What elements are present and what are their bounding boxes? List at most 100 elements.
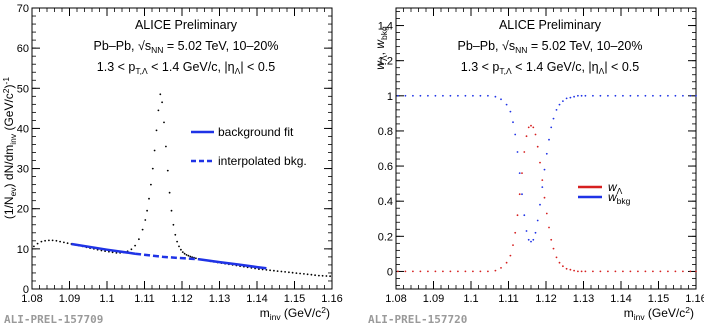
w-bkg-point <box>419 94 422 97</box>
w-bkg-point <box>523 214 526 217</box>
w-bkg-point <box>412 94 414 97</box>
w-bkg-point <box>545 152 548 155</box>
w-bkg-point <box>449 94 452 97</box>
w-lambda-point <box>518 193 521 196</box>
w-lambda-point <box>534 133 537 136</box>
right-y-axis-title: wΛ, wbkg <box>373 26 389 70</box>
w-lambda-point <box>449 270 452 273</box>
right-y-tick-label: 1 <box>387 91 393 103</box>
w-bkg-point <box>562 100 564 102</box>
left-data-point <box>63 241 65 244</box>
w-lambda-point <box>607 270 609 273</box>
left-y-tick-label: 40 <box>17 123 29 135</box>
w-bkg-point <box>487 94 489 97</box>
left-data-point <box>36 242 39 245</box>
left-data-point <box>166 169 169 172</box>
left-y-axis-title: (1/Nev) dN/dminv (GeV/c2)-1 <box>1 77 18 219</box>
w-lambda-point <box>682 270 684 273</box>
w-bkg-point <box>516 151 519 153</box>
w-lambda-point <box>659 270 662 273</box>
w-lambda-point <box>457 270 459 273</box>
w-lambda-point <box>573 269 575 272</box>
w-bkg-point <box>509 110 512 113</box>
w-lambda-point <box>442 270 444 273</box>
left-interpolated-bkg-line <box>134 252 199 261</box>
left-data-point <box>195 257 197 260</box>
w-lambda-point <box>552 247 555 250</box>
w-lambda-point <box>509 254 512 257</box>
w-bkg-point <box>573 95 575 98</box>
w-bkg-point <box>689 94 692 97</box>
w-bkg-point <box>472 94 474 97</box>
w-lambda-point <box>558 261 561 264</box>
left-data-point <box>159 93 162 96</box>
w-lambda-point <box>644 270 647 273</box>
left-annotation-system: Pb–Pb, √sNN = 5.02 TeV, 10–20% <box>94 39 279 55</box>
w-bkg-point <box>667 94 669 97</box>
w-bkg-point <box>599 94 602 97</box>
w-lambda-point <box>434 270 437 273</box>
right-x-tick-label: 1.09 <box>423 293 444 305</box>
w-lambda-point <box>494 269 497 272</box>
right-y-tick-label: 1.4 <box>378 21 393 33</box>
w-bkg-point <box>512 121 514 124</box>
left-y-tick-label: 70 <box>17 3 29 15</box>
right-y-tick-label: 0.2 <box>378 231 393 243</box>
left-y-tick-label: 10 <box>17 244 29 256</box>
left-x-tick-label: 1.08 <box>21 293 42 305</box>
left-data-point <box>174 233 177 236</box>
w-bkg-point <box>534 231 537 234</box>
left-data-point <box>55 239 58 242</box>
w-bkg-point <box>577 94 579 97</box>
w-lambda-point <box>472 270 474 273</box>
w-lambda-point <box>652 270 654 273</box>
left-data-point <box>310 273 313 276</box>
left-x-tick-label: 1.15 <box>284 293 305 305</box>
w-bkg-point <box>464 94 467 97</box>
left-x-tick-label: 1.1 <box>99 293 114 305</box>
right-marks <box>397 94 697 273</box>
left-data-point <box>178 245 180 248</box>
left-data-point <box>187 254 190 257</box>
w-bkg-point <box>644 94 647 97</box>
left-data-point <box>66 242 69 245</box>
left-marks <box>33 93 331 278</box>
w-bkg-point <box>397 94 399 97</box>
w-bkg-point <box>569 96 572 99</box>
w-bkg-point <box>555 109 558 111</box>
right-panel: 1.08 1.09 1.1 1.11 1.12 1.13 1.14 1.15 1.16 0 0.2 0… <box>368 7 704 326</box>
w-lambda-point <box>622 270 624 273</box>
w-lambda-point <box>548 226 550 229</box>
right-legend: wΛ wbkg <box>578 180 631 206</box>
w-bkg-point <box>442 94 444 97</box>
right-y-tick-label: 1.2 <box>378 56 393 68</box>
left-data-point <box>269 269 271 272</box>
left-x-tick-label: 1.09 <box>59 293 80 305</box>
right-annotation-collab: ALICE Preliminary <box>499 18 602 32</box>
w-bkg-point <box>527 238 530 241</box>
w-lambda-point <box>525 135 528 138</box>
w-bkg-point <box>518 172 521 175</box>
left-data-point <box>115 252 118 254</box>
left-background-fit-line <box>71 242 136 255</box>
left-y-tick-label: 20 <box>17 204 29 216</box>
w-lambda-point <box>545 212 548 215</box>
w-lambda-point <box>614 270 617 273</box>
left-data-point <box>306 273 309 276</box>
left-data-point <box>176 240 179 243</box>
w-bkg-point <box>539 203 541 206</box>
left-ticks: 1.08 1.09 1.1 1.11 1.12 1.13 1.14 1.15 1.16 0 10 20… <box>17 3 343 305</box>
left-data-point <box>318 274 320 277</box>
w-bkg-point <box>580 94 583 97</box>
w-bkg-point <box>607 94 609 97</box>
left-data-point <box>111 251 114 254</box>
w-bkg-point <box>674 94 677 97</box>
left-data-point <box>144 219 147 221</box>
w-lambda-point <box>584 270 587 273</box>
left-data-point <box>183 252 186 255</box>
w-lambda-point <box>530 124 532 127</box>
w-bkg-point <box>614 94 617 97</box>
right-annotation-system: Pb–Pb, √sNN = 5.02 TeV, 10–20% <box>458 39 643 55</box>
w-bkg-point <box>543 168 546 171</box>
w-bkg-point <box>427 94 429 97</box>
